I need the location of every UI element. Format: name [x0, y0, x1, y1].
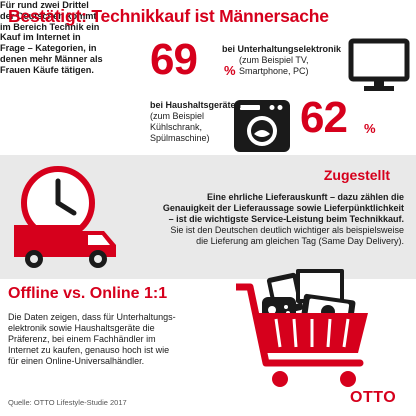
intro-line: Frauen Käufe tätigen.	[0, 65, 128, 76]
stat1-sub: (zum Beispiel TV,	[239, 55, 309, 65]
offline-online-text-line: elektronik sowie Haushaltsgeräte die	[8, 323, 155, 333]
stat1-sub: Smartphone, PC)	[239, 66, 309, 76]
delivery-text-line: – ist die wichtigste Service-Leistung be…	[169, 214, 404, 224]
offline-online-text-line: Die Daten zeigen, dass für Unterhaltungs…	[8, 312, 176, 322]
stat2-title: bei Haushaltsgeräten	[150, 100, 241, 110]
heading-section3: Offline vs. Online 1:1	[8, 285, 167, 303]
otto-logo: OTTO	[350, 389, 396, 407]
shopping-cart-devices-icon	[236, 267, 378, 393]
offline-online-text-line: Internet zu kaufen, genauso hoch ist wie	[8, 345, 169, 355]
delivery-text-line: Genauigkeit der Lieferaussage sowie Lief…	[163, 203, 404, 213]
heading-section1: Bestätigt: Technikkauf ist Männersache	[8, 6, 329, 27]
delivery-text-line: Sie ist den Deutschen deutlich wichtiger…	[170, 225, 404, 235]
delivery-truck-clock-icon	[4, 161, 132, 273]
stat2-sub: Kühlschrank,	[150, 122, 202, 132]
stat2-unit: %	[364, 121, 376, 136]
intro-line: denen mehr Männer als	[0, 54, 128, 65]
stat1-title: bei Unterhaltungselektronik	[222, 44, 341, 54]
offline-online-text-line: Präferenz, bei einem Fachhändler im	[8, 334, 156, 344]
delivery-text-line: Eine ehrliche Lieferauskunft – dazu zähl…	[207, 192, 404, 202]
stat1-unit: %	[224, 63, 236, 78]
heading-section2: Zugestellt	[324, 167, 390, 183]
offline-online-text-line: für einen Online-Universalhändler.	[8, 356, 144, 366]
intro-line: Frage – Kategorien, in	[0, 43, 128, 54]
section-male-tech-purchase: Bestätigt: Technikkauf ist Männersache F…	[0, 0, 416, 155]
section-offline-online: Offline vs. Online 1:1 Die Daten zeigen,…	[0, 279, 416, 416]
stat2-value: 62	[300, 96, 347, 140]
stat2-sub: (zum Beispiel	[150, 111, 204, 121]
source-note: Quelle: OTTO Lifestyle-Studie 2017	[8, 398, 127, 407]
section-delivery: Zugestellt Eine ehrliche Lieferauskunft …	[0, 155, 416, 279]
stat1-value: 69	[150, 38, 197, 82]
monitor-icon	[348, 38, 410, 94]
intro-line: Kauf im Internet in	[0, 32, 128, 43]
stat2-sub: Spülmaschine)	[150, 133, 210, 143]
delivery-text-line: die Lieferung am gleichen Tag (Same Day …	[196, 236, 404, 246]
